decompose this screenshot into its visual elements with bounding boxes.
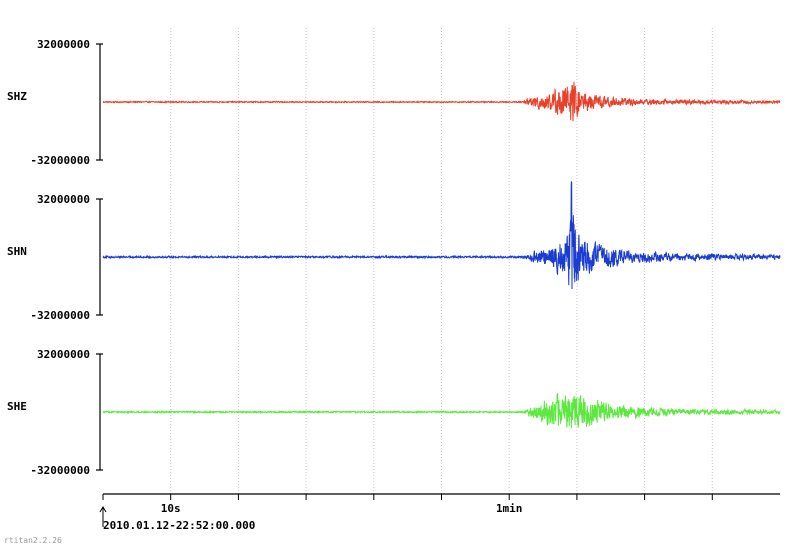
channel-name: SHZ (7, 90, 27, 103)
x-tick-label: 1min (496, 502, 523, 515)
start-arrow (99, 506, 107, 513)
y-tick-label-top: 32000000 (37, 38, 90, 51)
y-tick-label-bottom: -32000000 (30, 309, 90, 322)
start-time-label: 2010.01.12-22:52:00.000 (103, 519, 255, 532)
y-tick-label-top: 32000000 (37, 348, 90, 361)
channel-panels: 32000000 -32000000 SHZ 32000000 -32000000 SHN… (7, 38, 781, 477)
version-label: rtitan2.2.26 (4, 536, 62, 545)
channel-panel-shz: 32000000 -32000000 SHZ (7, 38, 781, 167)
time-axis: 10s 1min 2010.01.12-22:52:00.000 (99, 493, 780, 532)
y-tick-label-top: 32000000 (37, 193, 90, 206)
channel-name: SHN (7, 245, 27, 258)
waveform-shn (102, 181, 781, 290)
grid-lines (170, 28, 713, 494)
y-tick-label-bottom: -32000000 (30, 464, 90, 477)
channel-name: SHE (7, 400, 27, 413)
x-tick-label: 10s (161, 502, 181, 515)
channel-panel-shn: 32000000 -32000000 SHN (7, 181, 781, 322)
channel-panel-she: 32000000 -32000000 SHE (7, 348, 781, 477)
y-tick-label-bottom: -32000000 (30, 154, 90, 167)
waveform-she (102, 392, 781, 429)
waveform-shz (102, 81, 781, 122)
